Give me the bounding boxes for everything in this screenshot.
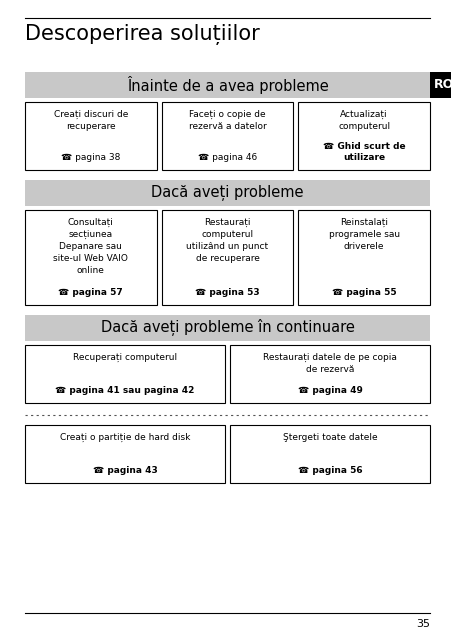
Text: Dacă aveți probleme în continuare: Dacă aveți probleme în continuare (100, 319, 354, 337)
Text: Înainte de a avea probleme: Înainte de a avea probleme (126, 76, 327, 94)
Text: Actualizați
computerul: Actualizați computerul (337, 110, 389, 131)
Bar (25, 180, 429, 206)
Text: ☎ pagina 41 sau pagina 42: ☎ pagina 41 sau pagina 42 (55, 386, 194, 395)
Bar (298, 102, 429, 170)
Text: ☎ pagina 57: ☎ pagina 57 (58, 288, 123, 297)
Text: ☎ pagina 55: ☎ pagina 55 (331, 288, 396, 297)
Text: Restaurați datele de pe copia
de rezervă: Restaurați datele de pe copia de rezervă (262, 353, 396, 374)
Bar (161, 102, 293, 170)
Text: Faceți o copie de
rezervă a datelor: Faceți o copie de rezervă a datelor (188, 110, 266, 131)
Text: RO: RO (433, 79, 451, 92)
Text: Ştergeti toate datele: Ştergeti toate datele (282, 433, 377, 442)
Text: Restaurați
computerul
utilizând un punct
de recuperare: Restaurați computerul utilizând un punct… (186, 218, 268, 262)
Text: Descoperirea soluțiilor: Descoperirea soluțiilor (25, 24, 259, 45)
Text: Creați o partiție de hard disk: Creați o partiție de hard disk (60, 433, 190, 442)
Text: Recuperați computerul: Recuperați computerul (73, 353, 177, 362)
Text: ☎ pagina 46: ☎ pagina 46 (198, 153, 257, 162)
Text: ☎ pagina 49: ☎ pagina 49 (297, 386, 362, 395)
Bar (25, 345, 225, 403)
Text: 35: 35 (415, 619, 429, 629)
Text: Creați discuri de
recuperare: Creați discuri de recuperare (54, 110, 128, 131)
Text: ☎ pagina 38: ☎ pagina 38 (61, 153, 120, 162)
Bar (25, 210, 156, 305)
Text: ☎ pagina 53: ☎ pagina 53 (195, 288, 259, 297)
Bar (25, 72, 429, 98)
Bar (429, 72, 451, 98)
Text: Dacă aveți probleme: Dacă aveți probleme (151, 185, 303, 201)
Bar (25, 425, 225, 483)
Bar (230, 345, 429, 403)
Text: Reinstalați
programele sau
driverele: Reinstalați programele sau driverele (328, 218, 399, 251)
Bar (230, 425, 429, 483)
Text: ☎ Ghid scurt de
utilizare: ☎ Ghid scurt de utilizare (322, 142, 405, 162)
Bar (25, 102, 156, 170)
Text: Consultați
secțiunea
Depanare sau
site-ul Web VAIO
online: Consultați secțiunea Depanare sau site-u… (53, 218, 128, 275)
Bar (161, 210, 293, 305)
Bar (298, 210, 429, 305)
Bar (25, 315, 429, 341)
Text: ☎ pagina 56: ☎ pagina 56 (297, 466, 362, 475)
Text: ☎ pagina 43: ☎ pagina 43 (92, 466, 157, 475)
